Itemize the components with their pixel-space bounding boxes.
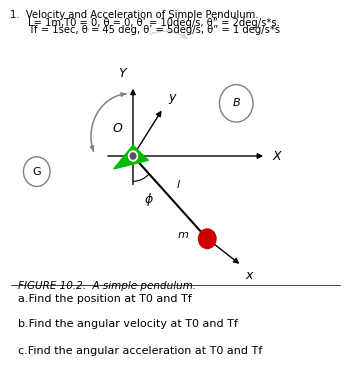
Text: Tf = 1sec, θ = 45 deg, θ’ = 5deg/s, θ” = 1 deg/s*s: Tf = 1sec, θ = 45 deg, θ’ = 5deg/s, θ” =… bbox=[28, 25, 280, 35]
Circle shape bbox=[128, 151, 138, 161]
Text: FIGURE 10.2.  A simple pendulum.: FIGURE 10.2. A simple pendulum. bbox=[18, 281, 196, 291]
Circle shape bbox=[130, 153, 136, 159]
Text: G: G bbox=[33, 167, 41, 177]
Text: 1.  Velocity and Acceleration of Simple Pendulum.: 1. Velocity and Acceleration of Simple P… bbox=[10, 10, 259, 20]
Text: c.Find the angular acceleration at T0 and Tf: c.Find the angular acceleration at T0 an… bbox=[18, 346, 262, 356]
Text: X: X bbox=[273, 149, 282, 163]
Text: y: y bbox=[168, 91, 176, 104]
Text: m: m bbox=[177, 230, 188, 240]
Polygon shape bbox=[114, 145, 148, 169]
Text: O: O bbox=[112, 122, 122, 135]
Text: l: l bbox=[176, 180, 180, 190]
Text: x: x bbox=[245, 269, 253, 282]
Text: Y: Y bbox=[119, 67, 126, 80]
Text: a.Find the position at T0 and Tf: a.Find the position at T0 and Tf bbox=[18, 294, 191, 305]
Text: $\phi$: $\phi$ bbox=[144, 191, 154, 208]
Text: b.Find the angular velocity at T0 and Tf: b.Find the angular velocity at T0 and Tf bbox=[18, 319, 237, 329]
Text: B: B bbox=[232, 98, 240, 108]
Circle shape bbox=[198, 229, 216, 248]
Text: L= 1m,T0 = 0, θ = 0, θ’ = 10deg/s, θ” = 2deg/s*s.: L= 1m,T0 = 0, θ = 0, θ’ = 10deg/s, θ” = … bbox=[28, 18, 280, 28]
